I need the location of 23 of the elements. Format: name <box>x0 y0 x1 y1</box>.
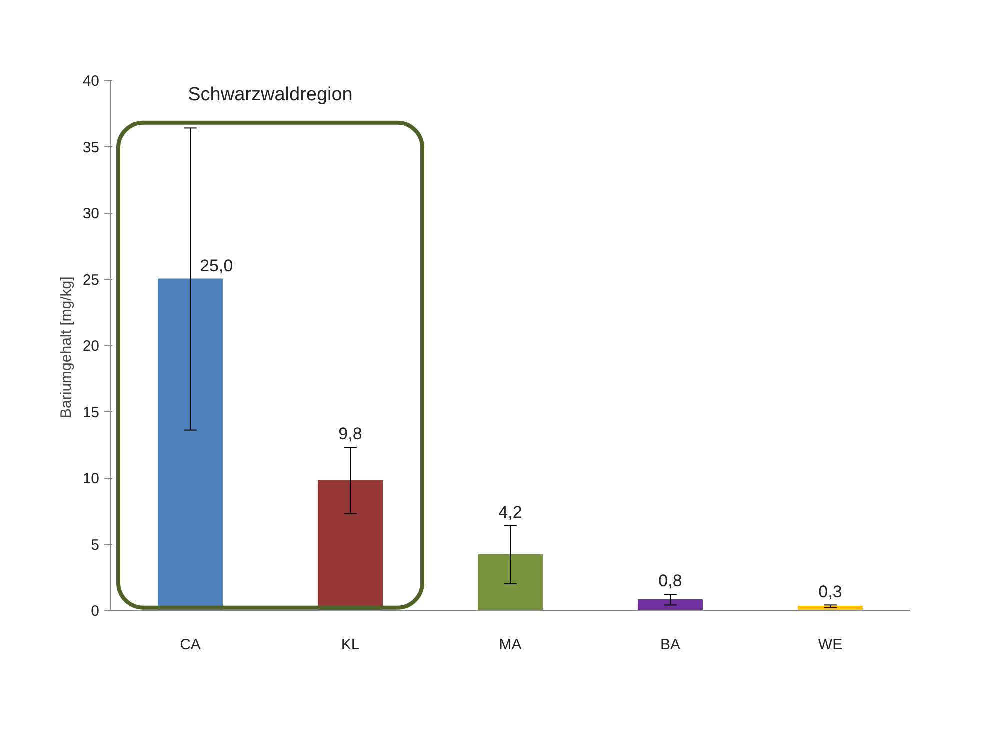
y-tick-label: 30 <box>82 206 100 222</box>
data-label: 9,8 <box>338 424 362 444</box>
y-tick-label: 20 <box>82 338 100 355</box>
y-tick-label: 25 <box>82 272 100 289</box>
x-tick-label: CA <box>180 636 201 654</box>
data-label: 0,3 <box>818 582 842 602</box>
y-tick-label: 10 <box>82 470 100 488</box>
data-label: 25,0 <box>200 256 234 276</box>
x-tick-label: MA <box>499 636 522 654</box>
x-tick-label: WE <box>818 636 843 654</box>
data-label: 4,2 <box>498 502 522 522</box>
annotation: Schwarzwaldregion <box>188 84 353 106</box>
data-label: 0,8 <box>658 572 682 591</box>
bar <box>478 554 543 610</box>
y-axis-title: Bariumgehalt [mg/kg] <box>58 276 75 418</box>
y-tick-label: 15 <box>82 404 100 422</box>
y-tick-label: 40 <box>82 73 100 90</box>
y-tick-label: 35 <box>82 139 100 156</box>
x-tick-label: BA <box>660 636 681 654</box>
y-tick-label: 0 <box>91 603 100 620</box>
y-tick-label: 5 <box>91 536 100 554</box>
x-tick-label: KL <box>341 636 360 654</box>
bar <box>638 599 703 610</box>
